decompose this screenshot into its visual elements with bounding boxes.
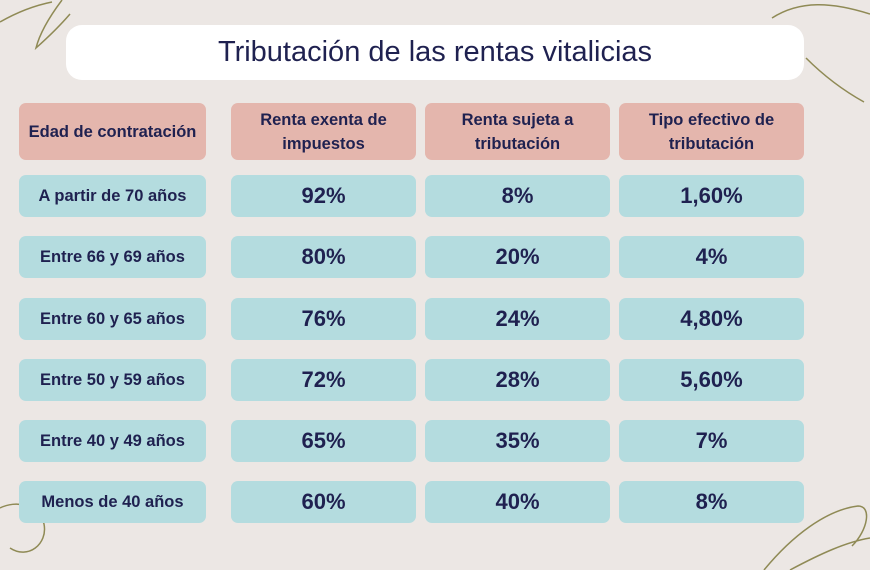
age-cell: Entre 50 y 59 años (19, 359, 206, 401)
effective-rate-cell: 4,80% (619, 298, 804, 340)
age-cell: Entre 40 y 49 años (19, 420, 206, 462)
title-banner: Tributación de las rentas vitalicias (66, 25, 804, 80)
age-cell: Entre 60 y 65 años (19, 298, 206, 340)
effective-rate-cell: 5,60% (619, 359, 804, 401)
age-cell: Entre 66 y 69 años (19, 236, 206, 278)
age-cell: Menos de 40 años (19, 481, 206, 523)
taxable-cell: 40% (425, 481, 610, 523)
age-cell: A partir de 70 años (19, 175, 206, 217)
header-taxable: Renta sujeta a tributación (425, 103, 610, 160)
effective-rate-cell: 1,60% (619, 175, 804, 217)
exempt-cell: 65% (231, 420, 416, 462)
page-title: Tributación de las rentas vitalicias (217, 36, 653, 68)
effective-rate-cell: 8% (619, 481, 804, 523)
header-exempt: Renta exenta de impuestos (231, 103, 416, 160)
exempt-cell: 80% (231, 236, 416, 278)
exempt-cell: 72% (231, 359, 416, 401)
taxable-cell: 8% (425, 175, 610, 217)
exempt-cell: 92% (231, 175, 416, 217)
taxable-cell: 35% (425, 420, 610, 462)
taxable-cell: 24% (425, 298, 610, 340)
exempt-cell: 76% (231, 298, 416, 340)
taxable-cell: 28% (425, 359, 610, 401)
effective-rate-cell: 4% (619, 236, 804, 278)
header-effective-rate: Tipo efectivo de tributación (619, 103, 804, 160)
top-left-squiggle (0, 0, 71, 51)
taxable-cell: 20% (425, 236, 610, 278)
exempt-cell: 60% (231, 481, 416, 523)
effective-rate-cell: 7% (619, 420, 804, 462)
header-age: Edad de contratación (19, 103, 206, 160)
